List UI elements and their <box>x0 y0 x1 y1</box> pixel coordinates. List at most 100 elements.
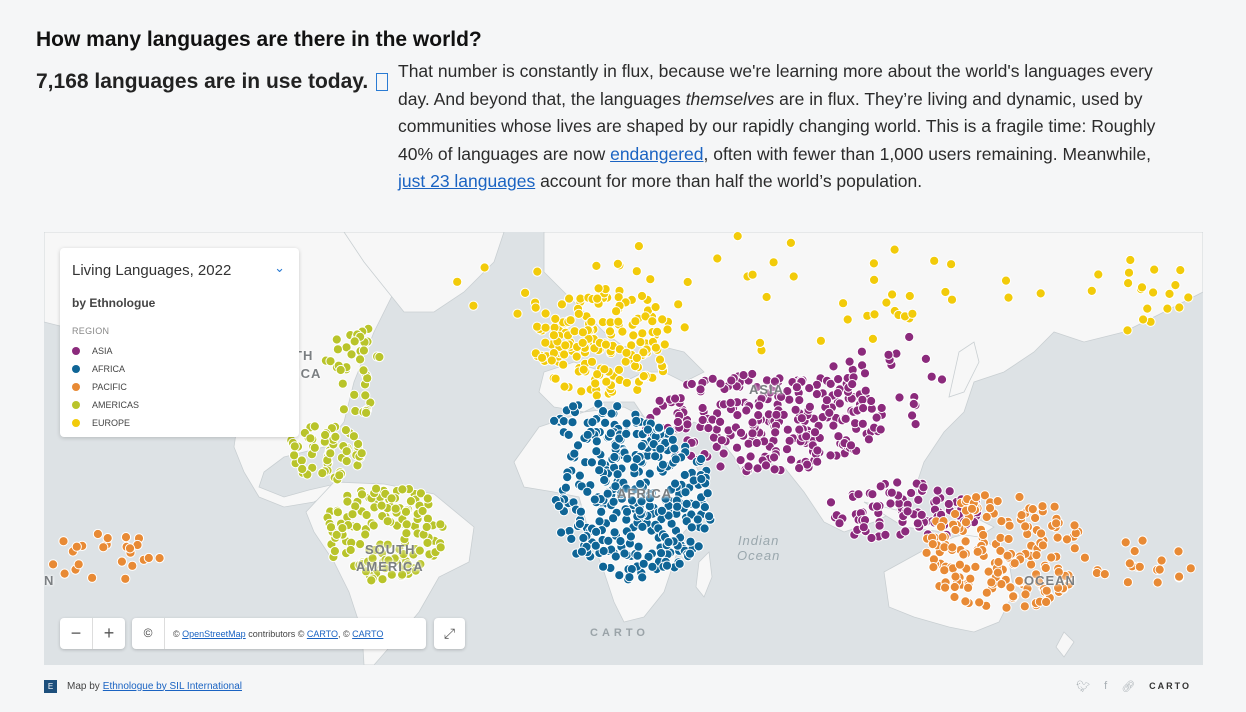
language-dot-africa[interactable] <box>609 527 620 538</box>
language-dot-africa[interactable] <box>591 526 602 537</box>
language-dot-asia[interactable] <box>670 393 681 404</box>
language-dot-europe[interactable] <box>550 313 561 325</box>
language-dot-europe[interactable] <box>904 290 915 302</box>
language-dot-asia[interactable] <box>801 431 812 442</box>
language-dot-europe[interactable] <box>640 311 651 322</box>
language-dot-africa[interactable] <box>661 560 673 571</box>
language-dot-europe[interactable] <box>577 327 589 338</box>
language-dot-africa[interactable] <box>686 522 697 533</box>
language-dot-pacific[interactable] <box>48 559 59 570</box>
language-dot-americas[interactable] <box>332 507 343 518</box>
language-dot-asia[interactable] <box>825 378 836 389</box>
language-dot-americas[interactable] <box>337 378 348 389</box>
language-dot-africa[interactable] <box>631 415 642 426</box>
language-dot-asia[interactable] <box>880 529 891 540</box>
language-dot-asia[interactable] <box>824 407 835 418</box>
language-dot-europe[interactable] <box>637 328 648 339</box>
language-dot-africa[interactable] <box>603 535 614 546</box>
language-dot-pacific[interactable] <box>978 529 989 541</box>
language-dot-americas[interactable] <box>309 442 320 453</box>
language-dot-pacific[interactable] <box>1051 518 1062 529</box>
language-dot-africa[interactable] <box>681 498 692 509</box>
language-dot-europe[interactable] <box>815 335 827 346</box>
language-dot-africa[interactable] <box>637 572 648 583</box>
language-dot-asia[interactable] <box>920 353 932 365</box>
language-dot-asia[interactable] <box>894 392 905 403</box>
language-dot-asia[interactable] <box>812 445 823 456</box>
language-dot-asia[interactable] <box>926 371 937 382</box>
language-dot-asia[interactable] <box>916 509 927 520</box>
language-dot-pacific[interactable] <box>1046 552 1057 563</box>
language-dot-asia[interactable] <box>860 385 871 396</box>
language-dot-europe[interactable] <box>559 349 570 360</box>
language-dot-europe[interactable] <box>1125 254 1136 266</box>
language-dot-pacific[interactable] <box>960 596 971 607</box>
language-dot-africa[interactable] <box>556 527 567 538</box>
language-dot-pacific[interactable] <box>940 582 951 593</box>
language-dot-africa[interactable] <box>575 506 587 517</box>
language-dot-americas[interactable] <box>349 389 360 400</box>
language-dot-americas[interactable] <box>356 448 367 459</box>
language-dot-africa[interactable] <box>621 483 632 494</box>
language-dot-pacific[interactable] <box>1174 571 1185 582</box>
language-dot-africa[interactable] <box>594 516 605 527</box>
language-dot-africa[interactable] <box>574 518 586 530</box>
language-dot-africa[interactable] <box>663 537 674 548</box>
language-dot-europe[interactable] <box>633 241 645 252</box>
language-dot-asia[interactable] <box>892 477 903 488</box>
language-dot-asia[interactable] <box>875 424 886 435</box>
language-dot-europe[interactable] <box>867 333 879 345</box>
language-dot-europe[interactable] <box>1175 265 1186 276</box>
language-dot-americas[interactable] <box>382 516 393 527</box>
language-dot-asia[interactable] <box>847 379 858 390</box>
language-dot-africa[interactable] <box>553 500 565 512</box>
language-dot-africa[interactable] <box>669 443 680 454</box>
language-dot-americas[interactable] <box>325 448 336 459</box>
language-dot-africa[interactable] <box>674 558 685 569</box>
language-dot-americas[interactable] <box>309 421 320 432</box>
language-dot-africa[interactable] <box>587 417 598 428</box>
language-dot-europe[interactable] <box>512 308 523 319</box>
language-dot-africa[interactable] <box>632 550 643 561</box>
language-dot-africa[interactable] <box>644 468 655 479</box>
language-dot-europe[interactable] <box>1086 285 1097 297</box>
language-dot-africa[interactable] <box>702 488 713 499</box>
language-dot-europe[interactable] <box>650 302 661 313</box>
language-dot-europe[interactable] <box>659 339 670 350</box>
language-dot-asia[interactable] <box>747 428 758 439</box>
language-dot-asia[interactable] <box>845 440 857 451</box>
language-dot-europe[interactable] <box>593 283 604 294</box>
language-dot-europe[interactable] <box>645 274 656 285</box>
language-dot-asia[interactable] <box>853 489 864 500</box>
language-dot-africa[interactable] <box>670 478 681 489</box>
language-dot-pacific[interactable] <box>950 571 961 582</box>
language-dot-asia[interactable] <box>885 498 896 509</box>
language-dot-europe[interactable] <box>591 390 602 401</box>
language-dot-americas[interactable] <box>401 528 412 539</box>
language-dot-asia[interactable] <box>769 464 780 475</box>
language-dot-asia[interactable] <box>790 404 801 415</box>
language-dot-asia[interactable] <box>856 346 868 357</box>
language-dot-africa[interactable] <box>578 532 589 544</box>
language-dot-pacific[interactable] <box>1009 558 1020 569</box>
language-dot-europe[interactable] <box>611 306 622 317</box>
language-dot-pacific[interactable] <box>1005 582 1016 593</box>
language-dot-asia[interactable] <box>910 419 921 430</box>
language-dot-americas[interactable] <box>435 519 446 530</box>
language-dot-africa[interactable] <box>598 545 609 557</box>
language-dot-asia[interactable] <box>825 497 837 508</box>
world-language-map[interactable]: TH ICA ASIA AFRICA SOUTH AMERICA N OCEAN… <box>44 232 1203 665</box>
language-dot-americas[interactable] <box>346 349 357 360</box>
language-dot-africa[interactable] <box>692 514 703 525</box>
language-dot-asia[interactable] <box>828 420 839 431</box>
language-dot-europe[interactable] <box>788 271 799 282</box>
language-dot-americas[interactable] <box>422 493 433 504</box>
language-dot-europe[interactable] <box>540 308 551 319</box>
language-dot-americas[interactable] <box>415 488 426 499</box>
language-dot-asia[interactable] <box>904 331 915 343</box>
language-dot-europe[interactable] <box>630 316 641 327</box>
language-dot-americas[interactable] <box>305 433 316 444</box>
language-dot-americas[interactable] <box>397 484 408 495</box>
language-dot-europe[interactable] <box>479 262 490 273</box>
language-dot-americas[interactable] <box>382 539 393 550</box>
